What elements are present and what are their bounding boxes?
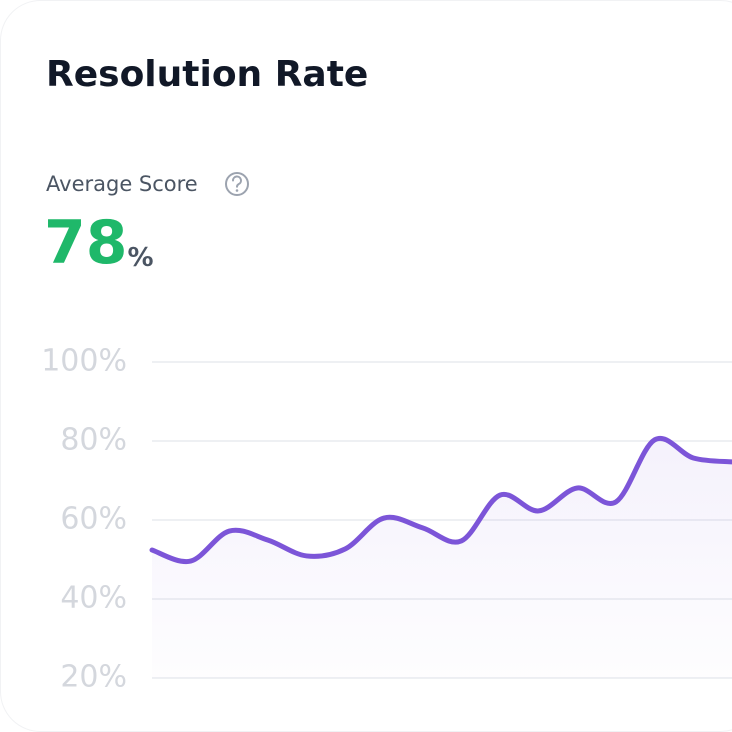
help-icon[interactable]: [225, 172, 249, 196]
y-tick-label: 80%: [60, 423, 127, 458]
metric-unit: %: [128, 243, 154, 273]
plot: 20% 40% 60% 80% 100%: [41, 344, 732, 695]
line: [149, 435, 732, 565]
y-tick-label: 40%: [60, 581, 127, 616]
area: [152, 438, 732, 678]
metric-value: 78: [44, 208, 128, 278]
y-tick-label: 100%: [41, 344, 127, 379]
metric-label: Average Score: [46, 172, 198, 196]
card-title: Resolution Rate: [46, 54, 368, 95]
metric: 78%: [44, 208, 154, 278]
y-tick-label: 60%: [60, 502, 127, 537]
y-tick-label: 20%: [60, 660, 127, 695]
